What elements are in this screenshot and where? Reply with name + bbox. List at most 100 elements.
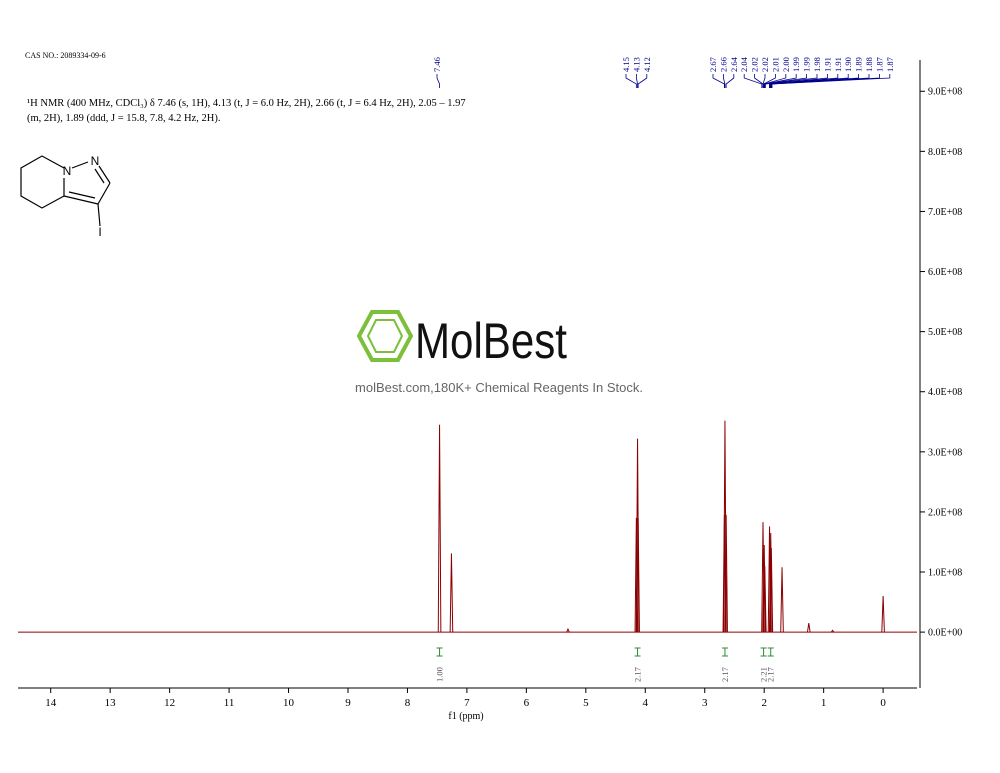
- structure: [20, 155, 111, 227]
- peak-label: 1.88: [864, 57, 874, 72]
- peak-label: 7.46: [432, 57, 442, 72]
- y-tick-label: 1.0E+08: [928, 568, 962, 579]
- peak-label: 2.67: [708, 57, 718, 72]
- integral-mark: [436, 647, 443, 657]
- x-tick-label: 7: [464, 697, 470, 709]
- peak: [566, 627, 570, 633]
- peak-label: 2.66: [718, 57, 728, 72]
- x-tick-label: 5: [583, 697, 589, 709]
- peak-label-leader: [771, 74, 891, 88]
- integral-mark: [634, 647, 641, 657]
- logo-hexagon: [366, 319, 404, 353]
- integral-label: 2.17: [720, 667, 730, 682]
- x-tick-label: 8: [405, 697, 411, 709]
- peak-label: 2.01: [770, 57, 780, 72]
- y-tick-label: 3.0E+08: [928, 447, 962, 458]
- bond: [63, 195, 99, 205]
- bond: [97, 182, 111, 205]
- bond: [94, 168, 105, 184]
- x-tick-label: 6: [524, 697, 530, 709]
- integral-label: 2.17: [633, 667, 643, 682]
- x-tick-label: 11: [224, 697, 235, 709]
- logo-hexagon: [356, 310, 414, 362]
- integral-label: 2.17: [766, 667, 776, 682]
- y-tick-label: 0.0E+00: [928, 628, 962, 639]
- peak-label-leader: [764, 74, 818, 88]
- peak-label: 1.87: [885, 57, 895, 72]
- bond: [71, 161, 89, 169]
- peak-label: 1.89: [854, 57, 864, 72]
- y-tick-label: 9.0E+08: [928, 87, 962, 98]
- peak-label-leader: [762, 74, 766, 88]
- x-tick-label: 12: [164, 697, 175, 709]
- integral-label: 2.21: [759, 667, 769, 682]
- peak-label-leader: [743, 74, 763, 88]
- x-tick-label: 2: [761, 697, 767, 709]
- atom: N: [91, 154, 100, 168]
- watermark-tagline: molBest.com,180K+ Chemical Reagents In S…: [355, 380, 643, 395]
- peak-label: 4.12: [642, 57, 652, 72]
- x-tick-label: 13: [105, 697, 117, 709]
- peak-label-leader: [436, 74, 440, 88]
- peak-label: 1.91: [822, 57, 832, 72]
- peak-label-leader: [712, 74, 725, 88]
- x-tick-label: 4: [643, 697, 649, 709]
- y-tick-label: 8.0E+08: [928, 147, 962, 158]
- peak: [449, 553, 454, 633]
- bond: [20, 155, 65, 209]
- cas-number: CAS NO.: 2089334-09-6: [25, 51, 106, 60]
- peak-label: 4.15: [621, 57, 631, 72]
- peak: [780, 567, 784, 633]
- peak: [830, 629, 835, 633]
- nmr-description: (m, 2H), 1.89 (ddd, J = 15.8, 7.8, 4.2 H…: [27, 113, 220, 124]
- peak-label-leader: [637, 74, 648, 88]
- y-tick-label: 2.0E+08: [928, 507, 962, 518]
- nmr-description: ¹H NMR (400 MHz, CDCl₃) δ 7.46 (s, 1H), …: [27, 98, 466, 109]
- peak-label-leader: [636, 74, 638, 88]
- x-axis-label: f1 (ppm): [448, 711, 483, 722]
- peak-label: 1.91: [833, 57, 843, 72]
- atom: N: [63, 164, 72, 178]
- bond: [98, 165, 111, 184]
- x-tick-label: 3: [702, 697, 708, 709]
- peak-label: 1.98: [812, 57, 822, 72]
- peak-label-leader: [763, 74, 776, 88]
- y-tick-label: 4.0E+08: [928, 387, 962, 398]
- peak-label: 2.02: [750, 57, 760, 72]
- y-tick-label: 6.0E+08: [928, 267, 962, 278]
- peak: [768, 532, 773, 633]
- logo: [356, 310, 414, 362]
- peak-label-leader: [769, 74, 839, 88]
- peak-label: 2.02: [760, 57, 770, 72]
- y-tick-label: 7.0E+08: [928, 207, 962, 218]
- peak-label-leader: [725, 74, 735, 88]
- atom: I: [98, 225, 101, 239]
- peak-label: 2.00: [781, 57, 791, 72]
- peak-label: 1.99: [802, 57, 812, 72]
- peak: [437, 424, 442, 633]
- x-tick-label: 10: [283, 697, 295, 709]
- bond: [68, 191, 96, 199]
- watermark-brand: MolBest: [415, 313, 567, 369]
- x-tick-label: 14: [45, 697, 57, 709]
- peak-label-leader: [723, 74, 726, 88]
- peak: [762, 565, 767, 633]
- peak: [881, 596, 885, 633]
- bond: [97, 203, 101, 227]
- x-tick-label: 9: [345, 697, 351, 709]
- integral-mark: [767, 647, 774, 657]
- peak: [806, 623, 811, 633]
- x-tick-label: 1: [821, 697, 827, 709]
- peak-label: 2.04: [739, 56, 749, 72]
- integral-mark: [721, 647, 728, 657]
- y-tick-label: 5.0E+08: [928, 327, 962, 338]
- peak: [636, 517, 640, 633]
- peak: [769, 547, 774, 633]
- peak-label: 1.99: [791, 57, 801, 72]
- x-tick-label: 0: [880, 697, 886, 709]
- peak-label: 1.87: [874, 57, 884, 72]
- integral-label: 1.00: [435, 667, 445, 682]
- peak-label-leader: [763, 74, 787, 88]
- peak-label-leader: [625, 74, 637, 88]
